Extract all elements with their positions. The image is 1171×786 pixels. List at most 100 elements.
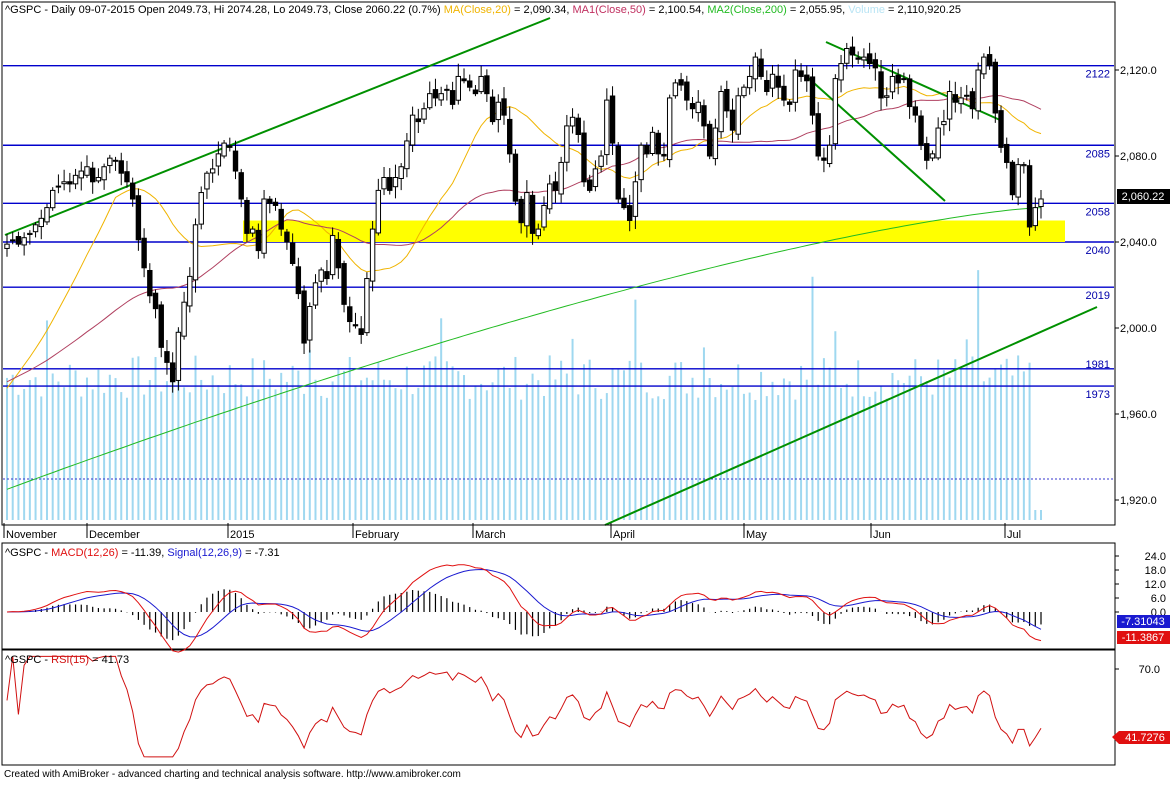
footer-credit: Created with AmiBroker - advanced charti… [4,769,461,780]
candle-down [552,181,559,191]
volume-bar [160,391,163,520]
month-label: March [475,529,506,541]
volume-bar [994,368,997,520]
candle-down [295,266,302,295]
volume-bar [542,395,545,520]
volume-bar [91,389,94,520]
candle-up [929,153,936,159]
candle-down [341,263,347,305]
macd-header: ^GSPC - MACD(12,26) = -11.39, Signal(12,… [5,547,280,559]
candle-up [632,181,639,217]
volume-bar [594,388,597,520]
macd-value-tag [1117,631,1170,644]
candle-up [975,69,981,112]
candle-down [358,328,364,335]
candle-up [832,78,839,145]
candle-down [615,145,621,200]
rsi-line [6,655,1042,758]
volume-bar [297,370,300,520]
candle-down [924,143,930,161]
candle-down [272,201,279,206]
candle-up [261,198,267,254]
support-zone-rect [243,220,1065,242]
volume-bar [308,349,311,520]
candle-up [209,168,216,174]
macd-header-prefix: ^GSPC - [5,547,51,559]
volume-bar [845,383,848,520]
volume-bar [485,390,488,520]
price-tick-label: 1,960.0 [1120,409,1157,421]
volume-bar [914,359,917,520]
candle-down [798,70,804,77]
candle-down [347,306,353,323]
candle-up [455,75,462,101]
volume-header-label: Volume [848,4,885,16]
month-label: May [746,529,767,541]
rsi-header: ^GSPC - RSI(15) = 41.73 [5,654,129,666]
volume-bar [714,397,717,520]
candle-up [364,278,370,334]
volume-bar [942,370,945,520]
volume-bar [937,359,940,520]
candle-down [781,85,787,101]
candle-up [21,237,27,246]
price-header-main: ^GSPC - Daily 09-07-2015 Open 2049.73, H… [5,4,441,16]
candle-down [289,242,296,265]
volume-bar [634,299,637,520]
volume-bar [120,392,123,520]
candle-up [312,282,319,306]
candle-down [461,78,467,82]
volume-bar [97,369,100,520]
volume-bar [822,358,825,520]
volume-bar [834,331,837,520]
volume-bar [245,396,248,520]
volume-bar [251,358,254,520]
volume-bar [320,395,323,520]
current-price-tag [1117,189,1170,204]
macd-axis: 24.018.012.06.00.0 [1115,551,1166,619]
volume-bar [640,362,643,520]
candle-down [152,292,159,310]
candle-up [4,243,10,249]
volume-bar [1028,362,1031,520]
candle-down [518,198,524,224]
volume-bar [1022,371,1025,520]
candle-down [169,362,176,383]
candle-down [678,79,684,86]
volume-bar [331,381,334,520]
volume-bar [423,365,426,520]
candle-up [958,97,964,105]
candle-up [792,69,799,103]
macd-header-value: = -11.39, [121,547,167,559]
candle-down [1009,161,1016,196]
volume-bar [348,357,351,520]
candle-up [1038,198,1044,208]
volume-bar [931,394,934,520]
volume-bar [74,370,77,520]
candle-down [387,176,393,191]
level-label-1973: 1973 [1086,389,1110,401]
candle-up [569,116,576,127]
volume-bar [285,381,288,520]
volume-bar [794,399,797,520]
volume-bar [1005,358,1008,520]
volume-bar [171,375,174,520]
volume-bar [571,338,574,520]
candle-up [438,93,444,101]
volume-bar [280,372,283,520]
level-label-2122: 2122 [1086,69,1110,81]
candle-up [72,174,79,185]
candle-down [918,115,924,146]
candle-up [649,131,656,154]
candle-down [1004,143,1010,163]
candle-up [712,127,719,160]
candle-down [706,123,713,157]
macd-header-label: MACD(12,26) [51,547,118,559]
price-tick-label: 2,080.0 [1120,151,1157,163]
candle-up [935,127,941,159]
candle-up [941,121,947,126]
candle-up [672,82,679,97]
volume-bar [891,372,894,520]
candle-up [409,114,416,146]
candle-up [192,224,199,281]
